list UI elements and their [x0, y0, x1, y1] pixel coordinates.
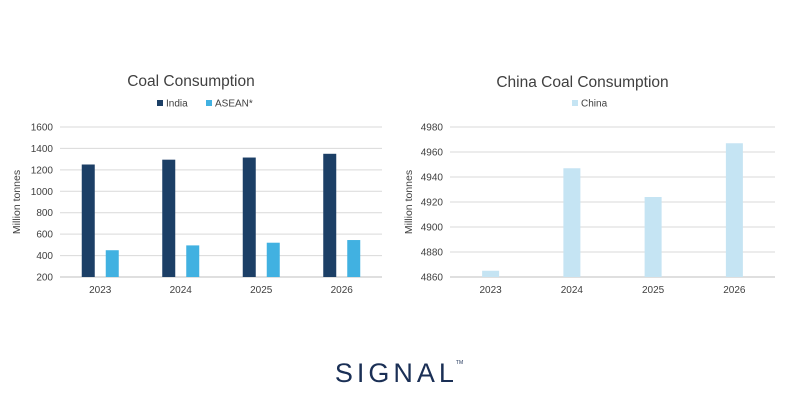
bar-india-2023 [81, 164, 95, 277]
y-tick-label: 4900 [421, 223, 444, 234]
y-tick-label: 600 [36, 230, 53, 241]
x-tick-label: 2025 [642, 285, 665, 296]
logo-wordmark: SIGNAL [334, 358, 458, 388]
x-tick-label: 2023 [89, 285, 112, 296]
chart-title: Coal Consumption [127, 73, 255, 90]
y-tick-label: 1400 [31, 144, 54, 155]
bar-india-2026 [323, 153, 337, 277]
legend-label-china: China [581, 99, 608, 110]
chart-legend: China [572, 99, 608, 110]
y-tick-label: 4960 [421, 148, 444, 159]
bar-asean-2025 [266, 242, 280, 277]
y-tick-label: 1600 [31, 123, 54, 134]
y-axis-label: Million tonnes [403, 170, 415, 234]
y-axis-label: Million tonnes [11, 170, 23, 234]
x-tick-label: 2024 [170, 285, 193, 296]
legend-label-asean: ASEAN* [215, 99, 253, 110]
x-tick-label: 2026 [723, 285, 746, 296]
bar-china-2023 [482, 270, 500, 277]
x-tick-label: 2025 [250, 285, 273, 296]
bar-asean-2023 [105, 250, 119, 277]
y-tick-label: 4920 [421, 198, 444, 209]
bar-china-2024 [563, 168, 581, 277]
signal-logo: SIGNALTM [0, 358, 800, 389]
chart-legend: India ASEAN* [157, 99, 253, 110]
y-tick-label: 800 [36, 208, 53, 219]
y-tick-label: 400 [36, 251, 53, 262]
x-tick-label: 2026 [331, 285, 354, 296]
bar-asean-2024 [186, 245, 200, 277]
bar-asean-2026 [347, 240, 361, 277]
y-tick-label: 200 [36, 273, 53, 284]
y-tick-label: 1000 [31, 187, 54, 198]
y-tick-label: 4940 [421, 173, 444, 184]
chart-2: China Coal Consumption China 4860 4880 4900 4… [403, 74, 775, 296]
logo-trademark: TM [455, 360, 464, 366]
legend-swatch-india [157, 100, 163, 106]
x-tick-label: 2024 [561, 285, 584, 296]
x-tick-label: 2023 [480, 285, 503, 296]
legend-label-india: India [166, 99, 188, 110]
bar-india-2025 [242, 157, 256, 277]
chart-1: Coal Consumption India ASEAN* 200 400 600 800 1… [11, 73, 382, 296]
bar-china-2026 [725, 143, 743, 277]
legend-swatch-asean [206, 100, 212, 106]
y-tick-label: 4980 [421, 123, 444, 134]
bar-china-2025 [644, 197, 662, 277]
bar-india-2024 [162, 159, 176, 277]
chart-title: China Coal Consumption [496, 74, 668, 91]
y-tick-label: 4860 [421, 273, 444, 284]
legend-swatch-china [572, 100, 578, 106]
y-tick-label: 4880 [421, 248, 444, 259]
y-tick-label: 1200 [31, 165, 54, 176]
